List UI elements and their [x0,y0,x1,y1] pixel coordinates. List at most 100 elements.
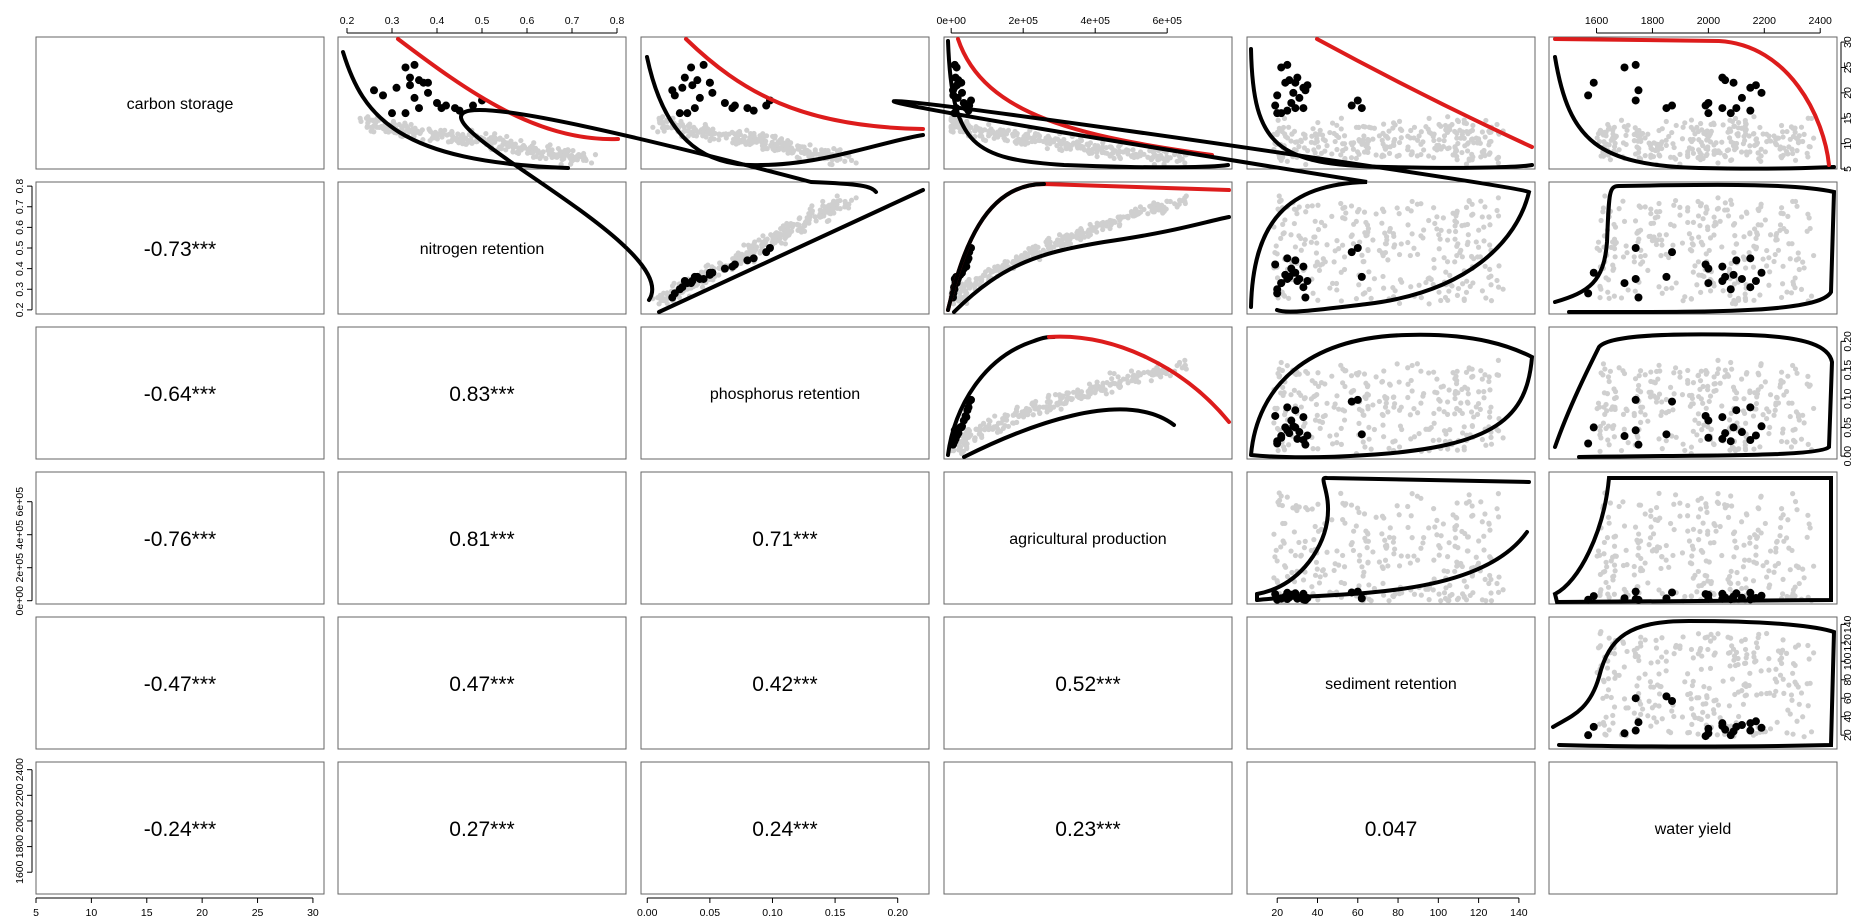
background-point [1481,395,1487,401]
background-point [1611,136,1617,142]
highlighted-point [1353,244,1362,252]
background-point [1405,553,1411,559]
background-point [1309,584,1315,590]
background-point [1754,391,1761,397]
background-point [831,198,837,204]
background-point [1434,214,1440,220]
background-point [1426,153,1432,159]
background-point [1804,681,1810,687]
variable-name-1: carbon storage [127,96,234,113]
background-point [1658,565,1664,572]
background-point [1767,424,1773,431]
background-point [676,122,682,129]
background-point [1742,297,1749,303]
background-point [1663,668,1669,674]
highlighted-point [1718,413,1727,422]
background-point [1284,573,1291,580]
background-point [778,226,784,232]
background-point [1671,526,1677,533]
background-point [698,269,704,275]
background-point [1319,261,1326,267]
background-point [1488,598,1495,604]
background-point [1391,233,1397,239]
background-point [1600,719,1607,726]
background-point [1487,527,1493,533]
background-point [1736,297,1742,303]
background-point [1649,705,1656,711]
background-point [1707,665,1714,671]
background-point [1621,586,1627,592]
background-point [968,432,974,438]
highlighted-point [1729,270,1738,279]
background-point [992,413,998,419]
background-point [1649,146,1656,153]
background-point [1340,148,1346,154]
background-point [1013,138,1020,144]
background-point [1314,240,1320,246]
highlighted-point [1589,78,1598,87]
background-point [1442,122,1449,129]
background-point [1338,200,1344,207]
background-point [1387,525,1393,531]
highlighted-point [1353,395,1362,404]
background-point [1349,142,1355,148]
background-point [1738,214,1745,220]
background-point [1074,230,1080,236]
background-point [1171,151,1178,158]
background-point [1811,252,1817,259]
background-point [1689,248,1695,254]
background-point [378,123,385,130]
background-point [820,203,826,209]
background-point [1780,676,1786,682]
background-point [1777,533,1783,539]
background-point [1063,400,1069,406]
background-point [1728,493,1734,499]
background-point [1597,448,1603,454]
background-point [1636,531,1642,537]
background-point [823,149,829,155]
background-point [1695,411,1701,417]
background-point [1679,714,1686,720]
background-point [1054,143,1060,149]
background-point [1611,573,1617,579]
background-point [1068,232,1075,238]
background-point [1656,490,1662,496]
background-point [1332,401,1338,407]
background-point [1613,239,1619,246]
background-point [1315,370,1321,376]
background-point [1783,388,1790,395]
background-point [1790,670,1796,676]
background-point [1636,657,1642,664]
background-point [545,147,551,154]
highlighted-point [699,60,708,69]
highlighted-point [1718,104,1727,113]
highlighted-point [720,264,729,273]
background-point [1741,557,1748,563]
background-point [580,150,587,157]
background-point [1604,535,1611,541]
background-point [1677,643,1683,649]
background-point [1781,145,1787,151]
background-point [1778,122,1785,129]
tick-label: 6e+05 [1152,15,1182,27]
background-point [1482,576,1488,582]
background-point [1611,434,1617,440]
background-point [1454,130,1460,137]
background-point [1656,436,1662,442]
background-point [1663,658,1669,664]
background-point [1733,396,1739,402]
background-point [1743,209,1750,215]
background-point [1470,122,1476,129]
background-point [773,233,780,239]
background-point [1638,253,1644,260]
background-point [1638,409,1644,415]
background-point [497,135,503,141]
background-point [1692,417,1698,423]
background-point [1635,387,1641,393]
highlighted-point [424,88,432,97]
background-point [1778,210,1784,216]
background-point [1620,198,1626,204]
background-point [568,156,574,162]
background-point [1483,117,1489,124]
background-point [1409,362,1415,369]
